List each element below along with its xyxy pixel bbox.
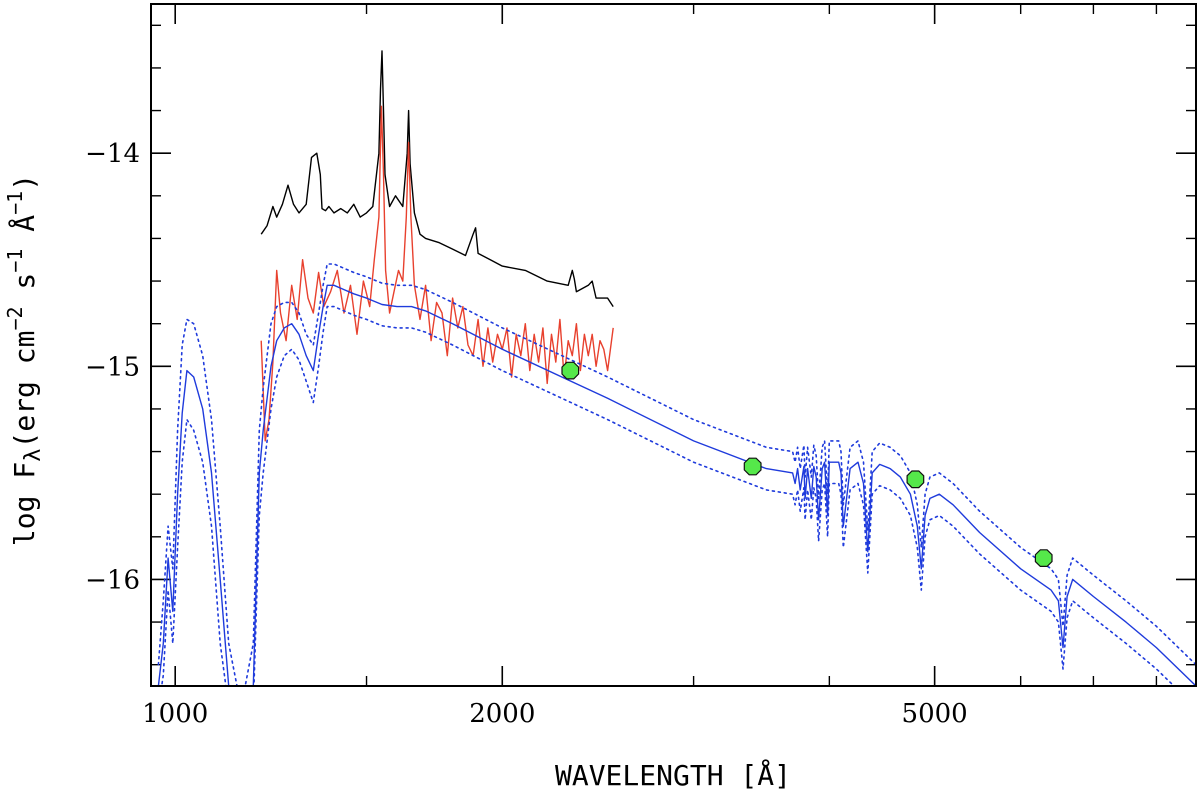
y-tick-label-1: −15 bbox=[85, 352, 140, 382]
x-tick-labels: 1000 2000 5000 bbox=[142, 699, 968, 729]
y-axis-label-close: ) bbox=[8, 174, 41, 191]
y-axis-label-exp1: −2 bbox=[3, 306, 27, 330]
photometry-point-3 bbox=[1034, 549, 1053, 568]
series-layer bbox=[157, 50, 1196, 686]
y-axis-label-sub: λ bbox=[21, 449, 46, 462]
model-spectrum bbox=[157, 284, 1196, 686]
photometry-points bbox=[561, 361, 1053, 568]
y-axis-label-units: (erg cm bbox=[8, 331, 41, 449]
model-spectrum-upper-bound bbox=[157, 263, 1196, 686]
x-tick-label-0: 1000 bbox=[142, 699, 208, 729]
y-axis-label-exp3: −1 bbox=[3, 191, 27, 215]
y-axis-label: log Fλ(erg cm−2 s−1 Å−1) bbox=[3, 174, 46, 546]
observed-spectrum-red bbox=[260, 105, 614, 442]
y-tick-labels: −14 −15 −16 bbox=[85, 139, 140, 595]
y-axis-label-end: Å bbox=[7, 215, 41, 249]
model-spectrum-lower-bound bbox=[160, 305, 1176, 686]
x-tick-label-2: 5000 bbox=[902, 699, 968, 729]
y-tick-label-2: −16 bbox=[85, 565, 140, 595]
y-axis-label-exp2: −1 bbox=[3, 249, 27, 273]
minor-ticks bbox=[151, 4, 1196, 686]
observed-spectrum-black bbox=[260, 50, 614, 307]
plot-frame bbox=[150, 3, 1197, 687]
photometry-point-1 bbox=[743, 457, 762, 476]
photometry-point-0 bbox=[561, 361, 580, 380]
x-axis-label: WAVELENGTH [Å] bbox=[555, 758, 791, 792]
major-ticks bbox=[151, 4, 1196, 686]
y-axis-label-main: log F bbox=[8, 462, 41, 546]
y-axis-label-mid: s bbox=[8, 273, 41, 307]
photometry-point-2 bbox=[906, 470, 925, 489]
y-tick-label-0: −14 bbox=[85, 139, 140, 169]
x-tick-label-1: 2000 bbox=[469, 699, 535, 729]
